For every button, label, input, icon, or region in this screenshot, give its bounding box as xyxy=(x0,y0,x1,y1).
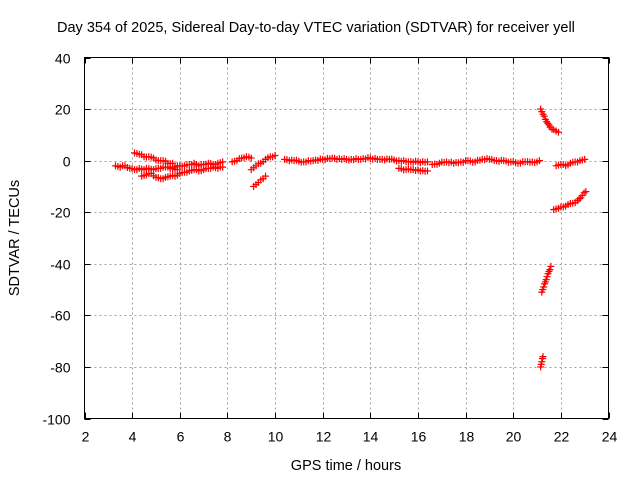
data-point xyxy=(423,167,431,175)
ticks-layer xyxy=(84,57,610,420)
x-tick-label: 14 xyxy=(363,429,379,445)
x-tick-label: 16 xyxy=(411,429,427,445)
x-tick-label: 12 xyxy=(316,429,332,445)
grid-layer xyxy=(84,57,609,419)
data-point xyxy=(219,158,227,166)
data-point xyxy=(540,283,548,291)
data-point xyxy=(544,119,552,127)
data-point xyxy=(539,353,547,361)
y-tick-label: -80 xyxy=(50,360,70,376)
y-axis-label: SDTVAR / TECUs xyxy=(7,180,23,296)
x-tick-label: 10 xyxy=(268,429,284,445)
x-tick-label: 8 xyxy=(224,429,232,445)
data-point xyxy=(582,188,590,196)
x-tick-label: 20 xyxy=(506,429,522,445)
data-point xyxy=(262,172,270,180)
x-tick-label: 22 xyxy=(554,429,570,445)
y-tick-label: -60 xyxy=(50,308,70,324)
x-tick-label: 2 xyxy=(82,429,90,445)
x-tick-label: 18 xyxy=(459,429,475,445)
data-point xyxy=(581,155,589,163)
chart-title: Day 354 of 2025, Sidereal Day-to-day VTE… xyxy=(57,20,575,36)
x-tick-labels: 2 4 6 8 10 12 14 16 18 20 22 24 xyxy=(82,429,618,445)
data-point xyxy=(554,128,562,136)
plot-frame xyxy=(84,57,609,419)
y-tick-label: 20 xyxy=(55,102,71,118)
x-tick-label: 4 xyxy=(129,429,137,445)
y-tick-label: 40 xyxy=(55,51,71,67)
data-point xyxy=(247,154,255,162)
data-point xyxy=(546,266,554,274)
data-point xyxy=(540,112,548,120)
x-tick-label: 6 xyxy=(177,429,185,445)
y-tick-label: 0 xyxy=(63,154,71,170)
data-point xyxy=(575,195,583,203)
data-point xyxy=(271,151,279,159)
data-point xyxy=(547,262,555,270)
y-tick-labels: -100 -80 -60 -40 -20 0 20 40 xyxy=(42,51,70,428)
y-tick-label: -100 xyxy=(42,412,70,428)
x-axis-label: GPS time / hours xyxy=(291,458,401,474)
marks-layer xyxy=(111,105,590,371)
x-tick-label: 24 xyxy=(602,429,618,445)
y-tick-label: -20 xyxy=(50,205,70,221)
data-point xyxy=(423,158,431,166)
data-point xyxy=(535,157,543,165)
y-tick-label: -40 xyxy=(50,257,70,273)
